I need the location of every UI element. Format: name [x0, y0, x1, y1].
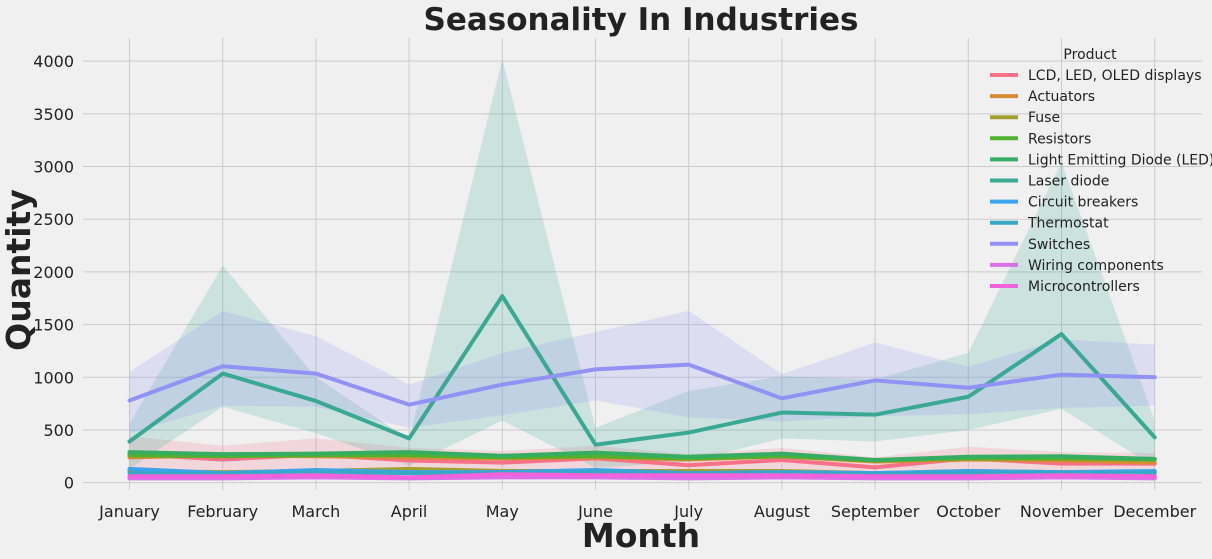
confidence-bands [129, 59, 1155, 477]
x-tick-label: August [754, 502, 810, 521]
y-tick-label: 1500 [33, 316, 74, 335]
x-tick-label: November [1020, 502, 1104, 521]
y-tick-label: 500 [43, 421, 74, 440]
x-tick-label: February [187, 502, 258, 521]
x-tick-label: June [577, 502, 613, 521]
legend-label: Resistors [1028, 131, 1091, 147]
y-axis-label: Quantity [0, 189, 38, 351]
x-tick-label: January [98, 502, 160, 521]
y-tick-label: 2000 [33, 263, 74, 282]
y-tick-label: 3000 [33, 158, 74, 177]
chart-title: Seasonality In Industries [424, 2, 859, 38]
y-tick-label: 0 [64, 474, 74, 493]
legend-label: Actuators [1028, 89, 1095, 105]
y-tick-label: 4000 [33, 52, 74, 71]
x-tick-label: March [292, 502, 341, 521]
legend-label: Wiring components [1028, 258, 1164, 274]
y-tick-label: 2500 [33, 210, 74, 229]
x-tick-label: May [486, 502, 519, 521]
legend-title: Product [1063, 47, 1117, 63]
x-tick-label: December [1113, 502, 1196, 521]
series-line [127, 362, 1157, 407]
legend: Product LCD, LED, OLED displays Actuators… [990, 47, 1212, 295]
y-tick-label: 1000 [33, 368, 74, 387]
series-line [127, 450, 1157, 462]
series-line [127, 472, 1157, 480]
x-tick-label: April [391, 502, 428, 521]
series-line [127, 470, 1157, 477]
legend-label: Microcontrollers [1028, 279, 1140, 295]
x-tick-label: September [831, 502, 920, 521]
legend-label: LCD, LED, OLED displays [1028, 68, 1201, 84]
tick-labels: 0 500 1000 1500 2000 2500 3000 3500 4000 January F… [33, 52, 1196, 521]
x-tick-label: July [673, 502, 703, 521]
confidence-band [129, 310, 1155, 434]
legend-label: Laser diode [1028, 174, 1109, 190]
series-lines [127, 294, 1157, 481]
y-tick-label: 3500 [33, 105, 74, 124]
grid [83, 38, 1202, 490]
legend-label: Circuit breakers [1028, 195, 1138, 211]
x-tick-label: October [936, 502, 1000, 521]
legend-label: Fuse [1028, 110, 1060, 126]
series-line [127, 475, 1157, 481]
legend-label: Light Emitting Diode (LED) [1028, 152, 1212, 168]
legend-label: Switches [1028, 237, 1090, 253]
legend-label: Thermostat [1027, 216, 1109, 232]
x-axis-label: Month [582, 516, 700, 555]
